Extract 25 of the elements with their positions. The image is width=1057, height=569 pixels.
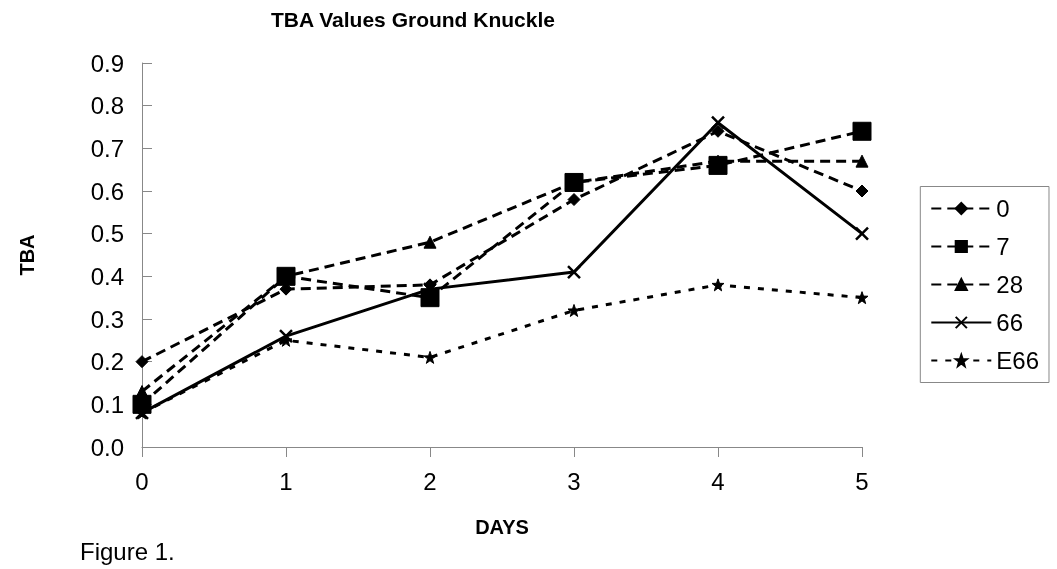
y-tick-label: 0.4: [90, 262, 124, 290]
legend-label: 0: [996, 195, 1010, 222]
y-tick-label: 0.7: [90, 134, 124, 162]
x-axis-title: DAYS: [475, 516, 529, 538]
y-tick-label: 0.3: [90, 305, 124, 333]
x-tick-label: 0: [135, 467, 149, 495]
y-tick-label: 0.8: [90, 92, 124, 120]
y-tick-label: 0.1: [90, 390, 124, 418]
legend-label: E66: [996, 347, 1039, 374]
legend-label: 66: [996, 309, 1023, 336]
x-tick-label: 1: [279, 467, 293, 495]
y-tick-label: 0.2: [90, 348, 124, 376]
x-tick-label: 3: [567, 467, 581, 495]
caption: Figure 1.: [80, 537, 175, 565]
y-axis-title: TBA: [16, 234, 38, 276]
y-tick-label: 0.0: [90, 433, 124, 461]
y-tick-label: 0.6: [90, 177, 124, 205]
legend-label: 28: [996, 271, 1023, 298]
x-tick-label: 2: [423, 467, 437, 495]
y-tick-label: 0.9: [90, 49, 124, 77]
x-tick-label: 5: [855, 467, 869, 495]
chart-title: TBA Values Ground Knuckle: [271, 8, 555, 31]
x-tick-label: 4: [711, 467, 725, 495]
legend-label: 7: [996, 233, 1010, 260]
y-tick-label: 0.5: [90, 220, 124, 248]
